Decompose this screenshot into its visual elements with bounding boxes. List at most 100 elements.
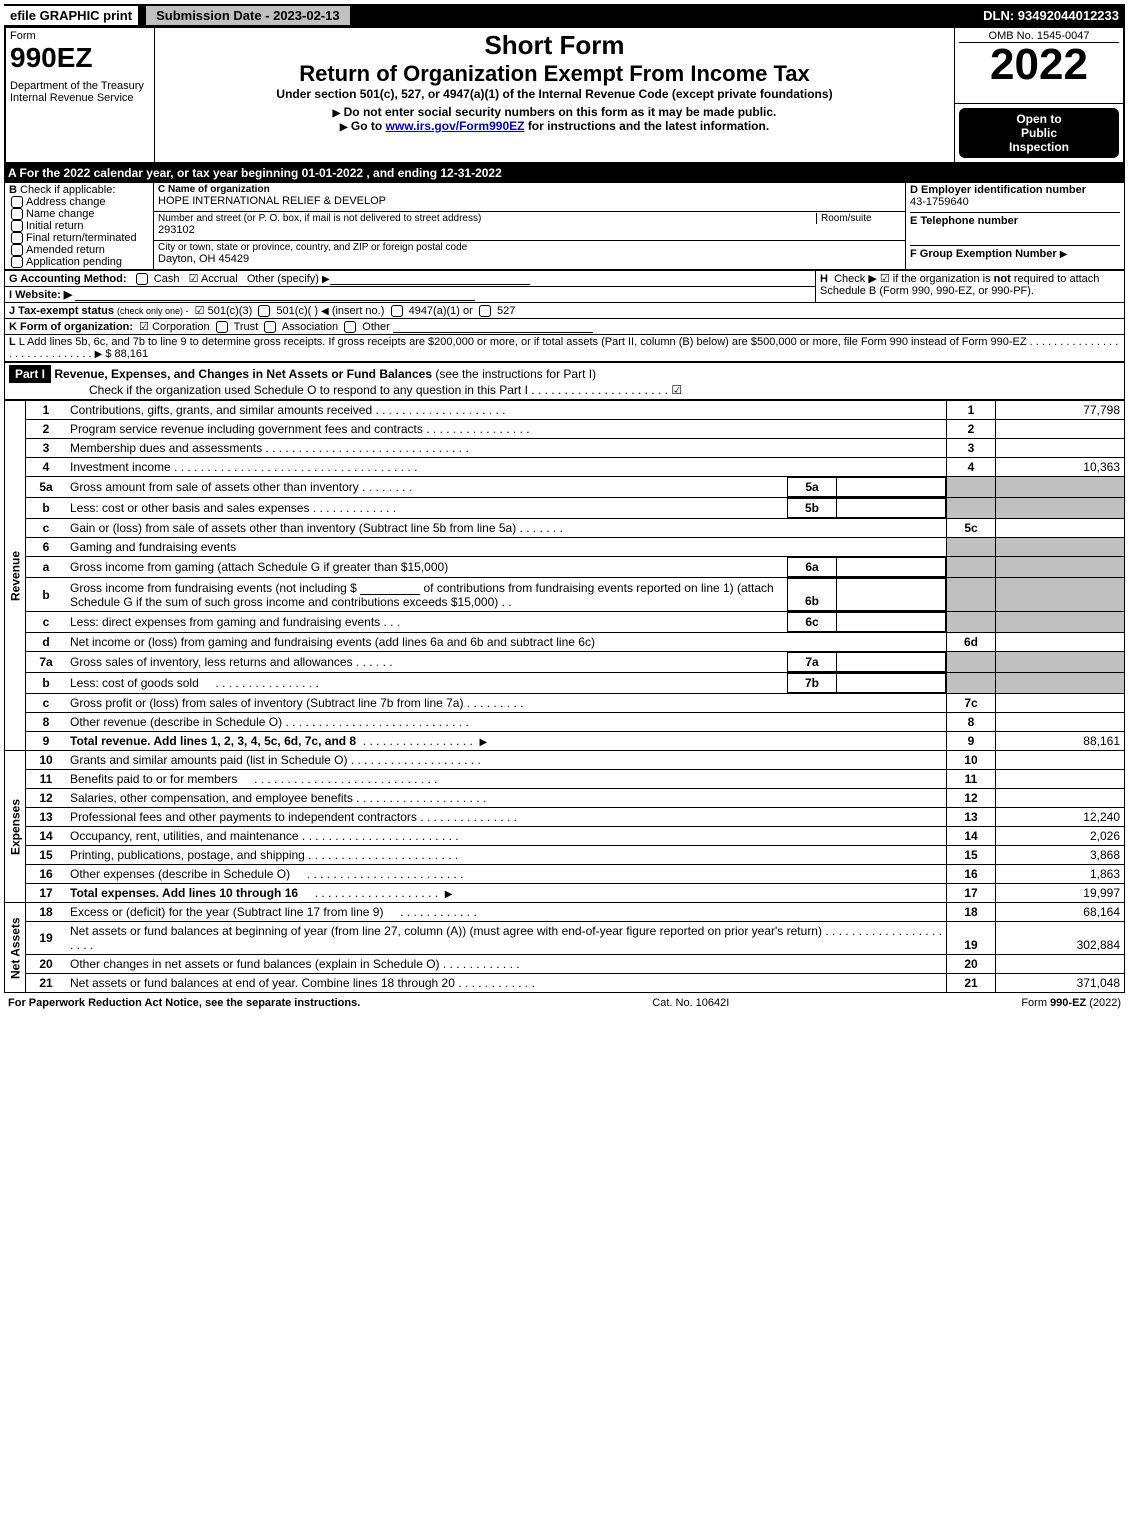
irs-link[interactable]: www.irs.gov/Form990EZ <box>386 119 525 133</box>
line-desc: Gross profit or (loss) from sales of inv… <box>70 696 463 710</box>
chk-association[interactable] <box>264 321 276 333</box>
chk-501c[interactable] <box>258 305 270 317</box>
line-num: b <box>26 498 67 519</box>
form-header: Form 990EZ Department of the Treasury In… <box>4 26 1125 164</box>
line-num: 6 <box>26 538 67 557</box>
chk-application-pending[interactable]: Application pending <box>9 256 149 268</box>
org-name-label: C Name of organization <box>158 184 901 195</box>
sub-amount <box>837 499 946 518</box>
line-desc: Occupancy, rent, utilities, and maintena… <box>70 829 299 843</box>
line-desc: Other revenue (describe in Schedule O) <box>70 715 282 729</box>
street-label: Number and street (or P. O. box, if mail… <box>158 213 816 224</box>
sections-g-l: G Accounting Method: Cash ☑ Accrual Othe… <box>4 270 1125 362</box>
line-amount: 302,884 <box>996 922 1125 955</box>
line-num: a <box>26 557 67 578</box>
line-num: 9 <box>26 732 67 751</box>
line-num: 17 <box>26 884 67 903</box>
line-num: b <box>26 673 67 694</box>
sub-ref: 6c <box>788 613 837 632</box>
chk-501c3[interactable]: ☑ <box>195 305 205 317</box>
line-num: 21 <box>26 974 67 993</box>
line-num: d <box>26 633 67 652</box>
chk-4947[interactable] <box>391 305 403 317</box>
dept-treasury: Department of the Treasury <box>10 80 150 92</box>
line-num: 8 <box>26 713 67 732</box>
form-footer: Form 990-EZ (2022) <box>1021 997 1121 1009</box>
line-amount: 19,997 <box>996 884 1125 903</box>
line-ref: 4 <box>947 458 996 477</box>
line-amount: 88,161 <box>996 732 1125 751</box>
chk-schedule-o[interactable]: ☑ <box>671 383 682 397</box>
line-amount <box>996 713 1125 732</box>
line-amount <box>996 694 1125 713</box>
chk-final-return[interactable]: Final return/terminated <box>9 232 149 244</box>
dln-label: DLN: 93492044012233 <box>983 8 1125 23</box>
section-a: A For the 2022 calendar year, or tax yea… <box>4 164 1125 182</box>
line-desc: Other changes in net assets or fund bala… <box>70 957 440 971</box>
line-ref: 13 <box>947 808 996 827</box>
section-b-title: Check if applicable: <box>20 184 115 196</box>
line-desc: Total revenue. Add lines 1, 2, 3, 4, 5c,… <box>70 734 356 748</box>
line-num: 20 <box>26 955 67 974</box>
opt-other-org: Other <box>362 321 390 333</box>
line-num: 19 <box>26 922 67 955</box>
line-ref: 21 <box>947 974 996 993</box>
arrow-icon: ▶ <box>1060 249 1068 260</box>
section-h-letter: H <box>820 273 828 285</box>
chk-cash[interactable] <box>136 273 148 285</box>
chk-address-change[interactable]: Address change <box>9 196 149 208</box>
expenses-vertical-label: Expenses <box>5 751 26 903</box>
part1-table: Revenue 1 Contributions, gifts, grants, … <box>4 400 1125 993</box>
line-amount <box>996 439 1125 458</box>
chk-initial-return[interactable]: Initial return <box>9 220 149 232</box>
open-line1: Open to <box>963 112 1115 126</box>
open-line3: Inspection <box>963 140 1115 154</box>
sub-amount <box>837 558 946 577</box>
line-num: 10 <box>26 751 67 770</box>
city-label: City or town, state or province, country… <box>158 242 901 253</box>
netassets-vertical-label: Net Assets <box>5 903 26 993</box>
chk-amended-return[interactable]: Amended return <box>9 244 149 256</box>
line-ref: 14 <box>947 827 996 846</box>
chk-name-change[interactable]: Name change <box>9 208 149 220</box>
line-ref: 20 <box>947 955 996 974</box>
opt-accrual: Accrual <box>201 273 238 285</box>
sub-ref: 5b <box>788 499 837 518</box>
opt-527: 527 <box>497 305 515 317</box>
section-e-label: E Telephone number <box>910 215 1018 227</box>
line-num: 7a <box>26 652 67 673</box>
goto-prefix: Go to <box>351 119 386 133</box>
sub-ref: 5a <box>788 478 837 497</box>
line-num: b <box>26 578 67 612</box>
chk-trust[interactable] <box>216 321 228 333</box>
cat-no: Cat. No. 10642I <box>652 997 729 1009</box>
sub-amount <box>837 478 946 497</box>
opt-4947: 4947(a)(1) or <box>409 305 473 317</box>
ein-value: 43-1759640 <box>910 196 1120 208</box>
line-amount <box>996 633 1125 652</box>
opt-501c: 501(c)( ) <box>276 305 318 317</box>
line-amount: 2,026 <box>996 827 1125 846</box>
section-l-text: L Add lines 5b, 6c, and 7b to line 9 to … <box>19 336 1027 348</box>
chk-other[interactable] <box>344 321 356 333</box>
chk-accrual[interactable]: ☑ <box>189 273 199 285</box>
part1-subtitle: (see the instructions for Part I) <box>435 367 596 381</box>
return-title: Return of Organization Exempt From Incom… <box>159 61 950 87</box>
goto-suffix: for instructions and the latest informat… <box>528 119 769 133</box>
line-amount <box>996 955 1125 974</box>
line-num: 11 <box>26 770 67 789</box>
line-desc: Salaries, other compensation, and employ… <box>70 791 353 805</box>
website-input[interactable] <box>75 288 475 301</box>
chk-corporation[interactable]: ☑ <box>139 321 149 333</box>
line-desc: Printing, publications, postage, and shi… <box>70 848 305 862</box>
page-footer: For Paperwork Reduction Act Notice, see … <box>4 995 1125 1011</box>
line-num: 1 <box>26 401 67 420</box>
line-num: c <box>26 612 67 633</box>
line-desc: Other expenses (describe in Schedule O) <box>70 867 290 881</box>
chk-527[interactable] <box>479 305 491 317</box>
room-label: Room/suite <box>816 213 901 224</box>
section-k-label: K Form of organization: <box>9 321 133 333</box>
section-f-label: F Group Exemption Number <box>910 248 1057 260</box>
part1-title: Revenue, Expenses, and Changes in Net As… <box>54 367 432 381</box>
line-desc: Gross income from gaming (attach Schedul… <box>70 560 448 574</box>
